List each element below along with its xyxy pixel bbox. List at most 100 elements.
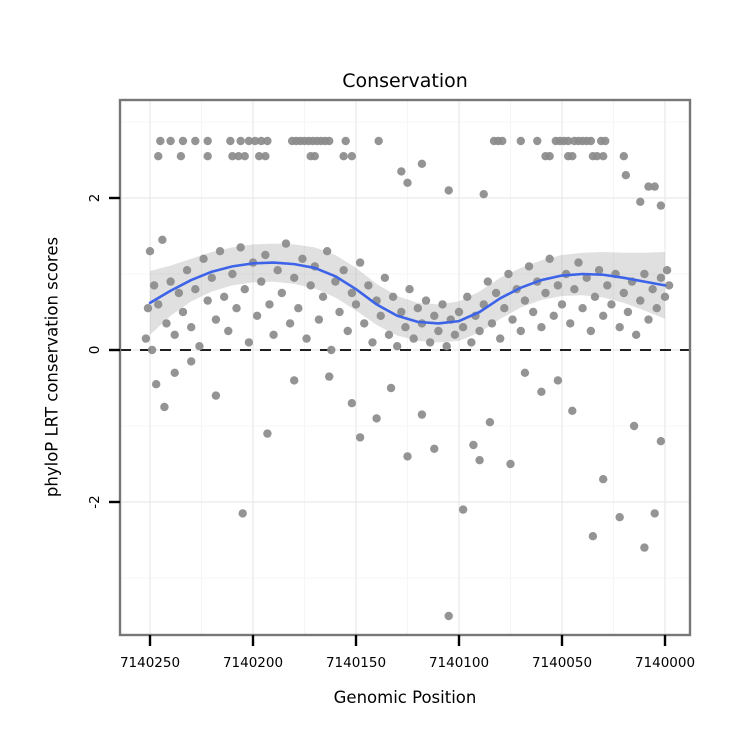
scatter-point [636, 296, 645, 305]
scatter-point [374, 136, 383, 146]
scatter-point [178, 136, 188, 146]
scatter-point [599, 475, 608, 484]
scatter-point [149, 281, 159, 290]
scatter-point [244, 338, 254, 347]
scatter-point [176, 152, 186, 161]
scatter-point [285, 319, 295, 328]
scatter-point [397, 307, 406, 317]
scatter-point [660, 292, 670, 301]
scatter-point [508, 315, 517, 324]
scatter-point [343, 326, 352, 336]
scatter-point [154, 152, 163, 161]
panel-background [120, 100, 690, 635]
scatter-point [545, 152, 554, 161]
scatter-point [458, 323, 468, 332]
scatter-point [207, 273, 216, 282]
scatter-point [269, 330, 278, 339]
scatter-point [557, 300, 567, 309]
scatter-point [537, 323, 546, 332]
scatter-point [475, 456, 484, 465]
scatter-point [254, 152, 264, 161]
scatter-point [364, 281, 373, 290]
scatter-point [444, 611, 453, 621]
scatter-point [430, 444, 439, 453]
x-tick-label: 7140150 [326, 655, 386, 671]
scatter-point [310, 152, 319, 161]
scatter-point [417, 159, 427, 168]
smooth-line [148, 261, 667, 325]
scatter-point [568, 152, 577, 161]
scatter-point [549, 311, 558, 320]
scatter-point [516, 326, 525, 336]
scatter-point [644, 182, 653, 191]
scatter-point [631, 330, 641, 339]
scatter-point [203, 136, 212, 146]
scatter-point [277, 288, 287, 298]
scatter-point [444, 186, 453, 195]
scatter-point [170, 368, 179, 377]
scatter-point [294, 304, 303, 313]
scatter-point [372, 414, 381, 423]
scatter-point [566, 319, 575, 328]
scatter-point [187, 357, 196, 366]
scatter-point [524, 262, 534, 271]
scatter-point [232, 304, 241, 313]
scatter-point [355, 433, 365, 442]
scatter-point [662, 266, 672, 275]
scatter-point [238, 509, 247, 518]
scatter-point [151, 380, 161, 389]
scatter-point [141, 334, 151, 343]
scatter-point [393, 342, 402, 351]
x-tick-label: 7140200 [223, 655, 283, 671]
scatter-point [281, 239, 291, 248]
scatter-point [442, 342, 451, 351]
scatter-point [203, 296, 212, 305]
scatter-point [388, 292, 398, 301]
scatter-point [516, 136, 525, 146]
scatter-point [252, 311, 262, 320]
scatter-point [331, 277, 340, 286]
scatter-point [147, 345, 157, 355]
scatter-point [145, 247, 155, 256]
scatter-point [257, 277, 266, 286]
scatter-point [376, 311, 385, 320]
scatter-point [506, 459, 515, 469]
scatter-point [644, 315, 653, 324]
x-tick-label: 7140000 [635, 655, 695, 671]
x-axis-title: Genomic Position [333, 688, 477, 707]
scatter-point [298, 254, 307, 263]
scatter-point [594, 266, 604, 275]
scatter-point [261, 152, 270, 161]
scatter-point [578, 304, 587, 313]
scatter-point [327, 345, 336, 355]
scatter-point [458, 505, 468, 514]
scatter-point [228, 152, 237, 161]
scatter-point [450, 330, 460, 339]
scatter-point [434, 326, 443, 336]
scatter-point [178, 307, 188, 317]
scatter-point [615, 323, 624, 332]
scatter-point [586, 136, 596, 146]
scatter-point [166, 277, 175, 286]
scatter-point [401, 323, 410, 332]
scatter-point [574, 258, 583, 267]
scatter-point [570, 285, 579, 294]
scatter-point [487, 319, 497, 328]
scatter-point [636, 197, 645, 206]
scatter-point [599, 152, 608, 161]
scatter-point [318, 292, 328, 301]
scatter-point [290, 376, 299, 385]
scatter-point [405, 285, 414, 294]
scatter-point [656, 273, 666, 282]
scatter-point [533, 136, 542, 146]
chart-title: Conservation [342, 70, 468, 92]
scatter-point [553, 281, 563, 290]
scatter-point [498, 136, 507, 146]
scatter-point [236, 136, 245, 146]
scatter-point [160, 402, 169, 412]
scatter-point [325, 372, 334, 381]
scatter-point [520, 368, 530, 377]
scatter-point [339, 266, 348, 275]
scatter-point [203, 152, 212, 161]
